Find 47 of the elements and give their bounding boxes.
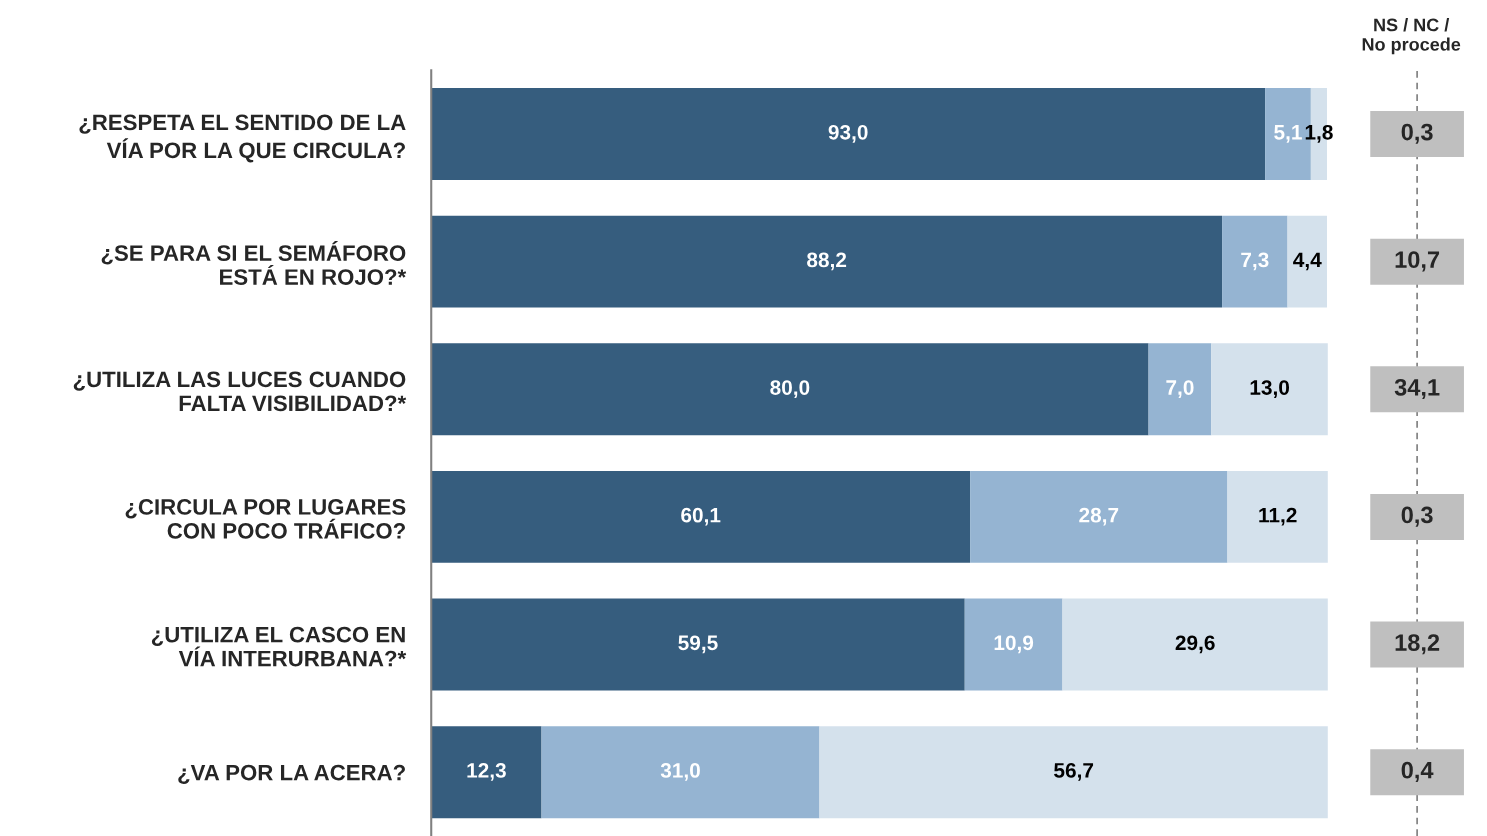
data-label: 59,5: [678, 635, 718, 654]
text: NS / NC / No procede: [1362, 18, 1461, 55]
data-label: 28,7: [1079, 507, 1119, 526]
text: 0,3: [1401, 123, 1433, 144]
y-tick-label: ¿RESPETA EL SENTIDO DE LA VÍA POR LA QUE CIRCULA?: [79, 114, 406, 163]
data-label: 7,3: [1241, 252, 1269, 271]
y-tick-label: ¿VA POR LA ACERA?: [178, 764, 405, 785]
bar: [1062, 598, 1328, 691]
bar: [1287, 215, 1327, 308]
y-tick-label: ¿SE PARA SI EL SEMÁFORO ESTÁ EN ROJO?*: [101, 241, 407, 285]
y-tick-label: ¿UTILIZA EL CASCO EN VÍA INTERURBANA?*: [151, 626, 407, 667]
bar: [1222, 215, 1288, 308]
data-label: 10,9: [994, 635, 1034, 654]
data-label: 7,0: [1166, 380, 1194, 398]
bar: [964, 598, 1063, 691]
y-tick-label: ¿CIRCULA POR LUGARES CON POCO TRÁFICO?: [125, 499, 406, 539]
bar: [431, 726, 542, 819]
bar: [541, 726, 820, 819]
text: 34,1: [1394, 378, 1440, 400]
data-label: 80,0: [770, 380, 810, 398]
data-label: 56,7: [1054, 763, 1094, 781]
bar: [431, 470, 971, 563]
text: 18,2: [1395, 634, 1440, 655]
text: 0,4: [1401, 761, 1434, 782]
data-label: 13,0: [1250, 380, 1290, 398]
data-label: 12,3: [467, 763, 506, 781]
bar: [431, 343, 1149, 436]
data-label: 11,2: [1259, 507, 1297, 526]
y-tick-label: ¿UTILIZA LAS LUCES CUANDO FALTA VISIBILIDAD?*: [73, 371, 407, 412]
bar: [1227, 470, 1328, 563]
bar: [1148, 343, 1212, 436]
bar: [819, 726, 1328, 819]
data-label: 60,1: [681, 507, 721, 526]
data-label: 1,8: [1305, 124, 1333, 143]
data-label: 29,6: [1175, 635, 1215, 654]
data-label: 31,0: [660, 763, 700, 781]
bar: [431, 215, 1223, 308]
data-label: 4,4: [1293, 252, 1322, 271]
bar: [431, 598, 965, 691]
text: 10,7: [1395, 251, 1440, 272]
bar: [431, 88, 1266, 180]
bar: [970, 470, 1228, 563]
data-label: 5,1: [1274, 125, 1302, 143]
text: 0,3: [1401, 506, 1433, 527]
bar: [1211, 343, 1328, 436]
data-label: 88,2: [807, 252, 847, 271]
data-label: 93,0: [828, 124, 868, 143]
